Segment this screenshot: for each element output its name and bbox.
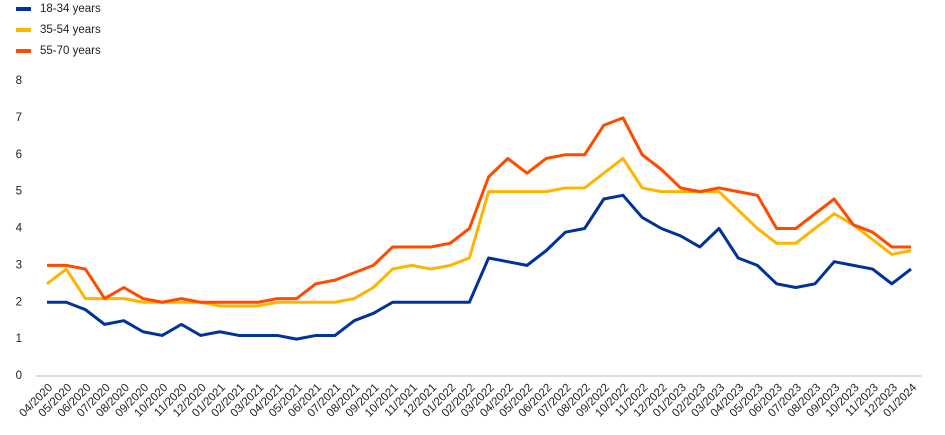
y-tick-label: 3 [16, 259, 22, 271]
y-tick-label: 0 [16, 370, 22, 382]
y-tick-label: 5 [16, 186, 22, 198]
y-tick-label: 8 [16, 75, 22, 87]
y-tick-label: 4 [16, 223, 23, 235]
y-tick-label: 6 [16, 149, 22, 161]
series-line [47, 116, 911, 304]
series-line [47, 193, 912, 341]
series-line [46, 156, 912, 308]
legend-label: 55-70 years [40, 45, 101, 57]
legend-label: 18-34 years [40, 3, 101, 15]
y-tick-label: 7 [16, 112, 22, 124]
y-tick-label: 2 [16, 296, 22, 308]
y-tick-label: 1 [16, 333, 22, 345]
legend-label: 35-54 years [40, 24, 101, 36]
